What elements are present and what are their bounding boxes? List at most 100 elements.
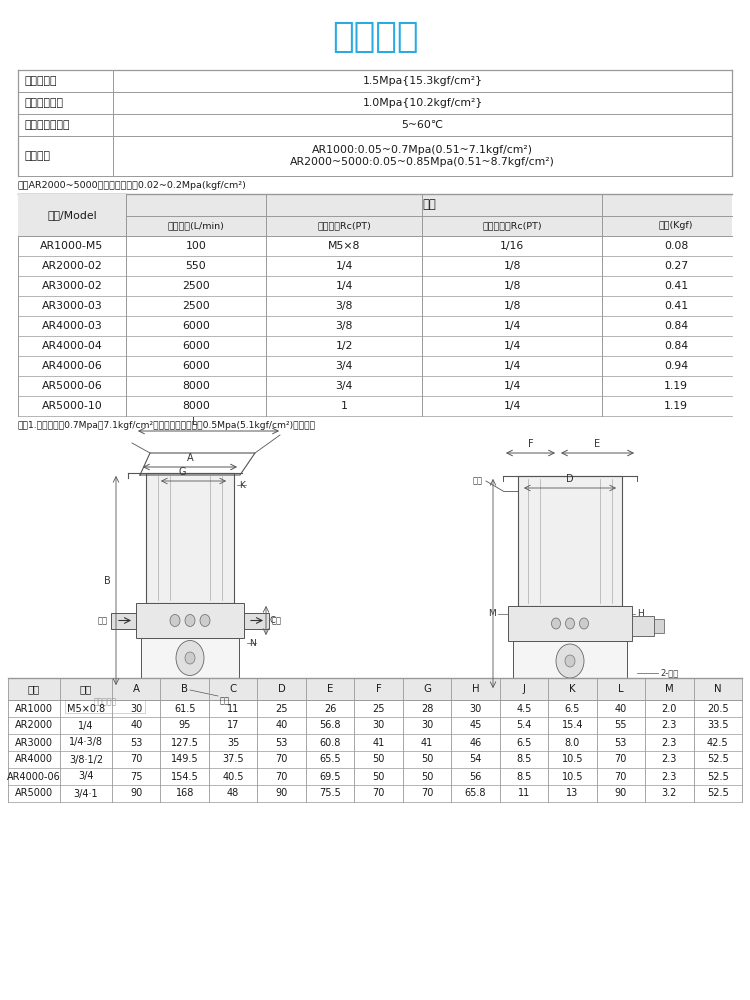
Text: L: L <box>192 417 198 427</box>
Text: 额定流量(L/min): 额定流量(L/min) <box>167 222 224 231</box>
Text: 0.08: 0.08 <box>664 241 688 251</box>
Text: AR4000-06: AR4000-06 <box>42 361 102 371</box>
Text: H: H <box>472 684 479 694</box>
Bar <box>18 92 732 114</box>
Text: 25: 25 <box>275 704 288 714</box>
Text: 1/8: 1/8 <box>503 261 520 271</box>
Text: C: C <box>230 684 237 694</box>
Text: 最高使用压力: 最高使用压力 <box>24 98 63 108</box>
Bar <box>632 616 654 636</box>
Ellipse shape <box>556 644 584 678</box>
Bar <box>146 682 234 688</box>
Text: 调压范围: 调压范围 <box>24 151 50 161</box>
Text: 70: 70 <box>275 754 288 764</box>
Text: 1: 1 <box>340 401 347 411</box>
Text: 0.41: 0.41 <box>664 301 688 311</box>
Text: 5~60℃: 5~60℃ <box>401 120 443 130</box>
Text: 56: 56 <box>470 772 482 782</box>
Text: 0.27: 0.27 <box>664 261 688 271</box>
Text: 70: 70 <box>275 772 288 782</box>
Text: 70: 70 <box>130 754 142 764</box>
Ellipse shape <box>551 618 560 629</box>
Bar <box>18 114 732 136</box>
Text: 3/8: 3/8 <box>335 321 352 331</box>
Text: 1.19: 1.19 <box>664 401 688 411</box>
Text: 3/4: 3/4 <box>78 772 94 782</box>
Text: 3/4: 3/4 <box>335 361 352 371</box>
Text: 70: 70 <box>615 772 627 782</box>
Text: AR4000: AR4000 <box>15 754 53 764</box>
Text: 3/4: 3/4 <box>335 381 352 391</box>
Bar <box>513 641 627 686</box>
Text: 95: 95 <box>178 720 191 730</box>
Bar <box>18 194 126 236</box>
Ellipse shape <box>566 618 574 629</box>
Text: 注：1.供应压力为0.7Mpa（7.1kgf/cm²），二次压力设定为0.5Mpa(5.1kgf/cm²)情况下。: 注：1.供应压力为0.7Mpa（7.1kgf/cm²），二次压力设定为0.5Mp… <box>18 421 316 430</box>
Text: 1/2: 1/2 <box>335 341 352 351</box>
Text: 70: 70 <box>615 754 627 764</box>
Text: 8000: 8000 <box>182 381 210 391</box>
Bar <box>18 136 732 176</box>
Text: 50: 50 <box>421 772 434 782</box>
Text: 127.5: 127.5 <box>171 738 199 748</box>
Text: 1/8: 1/8 <box>503 281 520 291</box>
Text: L: L <box>618 684 624 694</box>
Text: A: A <box>133 684 140 694</box>
Text: 60.8: 60.8 <box>320 738 340 748</box>
Text: 550: 550 <box>186 261 206 271</box>
Text: 1/4: 1/4 <box>503 321 520 331</box>
Text: 3/8: 3/8 <box>335 301 352 311</box>
Text: 8.5: 8.5 <box>516 754 532 764</box>
Text: 型号/Model: 型号/Model <box>47 210 97 220</box>
Text: 8.0: 8.0 <box>565 738 580 748</box>
Text: AR1000-M5: AR1000-M5 <box>40 241 104 251</box>
Text: 输出: 输出 <box>272 616 282 625</box>
Text: 20.5: 20.5 <box>707 704 728 714</box>
Text: 75: 75 <box>130 772 142 782</box>
Text: 53: 53 <box>130 738 142 748</box>
Text: 26: 26 <box>324 704 336 714</box>
Text: 6000: 6000 <box>182 341 210 351</box>
Text: 6.5: 6.5 <box>516 738 532 748</box>
Text: 50: 50 <box>421 754 434 764</box>
Bar <box>146 473 234 603</box>
Text: 40.5: 40.5 <box>223 772 244 782</box>
Text: 5.4: 5.4 <box>516 720 532 730</box>
Text: 90: 90 <box>615 788 627 798</box>
Text: 压力表口径Rc(PT): 压力表口径Rc(PT) <box>482 222 542 231</box>
Text: 规格: 规格 <box>422 198 436 212</box>
Text: D: D <box>566 474 574 484</box>
Text: 1/4: 1/4 <box>335 281 352 291</box>
Text: 17: 17 <box>227 720 239 730</box>
Text: AR3000: AR3000 <box>15 738 53 748</box>
Text: 1/4: 1/4 <box>503 381 520 391</box>
Text: N: N <box>714 684 722 694</box>
Text: 46: 46 <box>470 738 482 748</box>
Text: A: A <box>187 453 194 463</box>
Text: 15.4: 15.4 <box>562 720 584 730</box>
Text: 25: 25 <box>372 704 385 714</box>
Bar <box>8 678 742 700</box>
Text: 1/4: 1/4 <box>503 361 520 371</box>
Text: 37.5: 37.5 <box>222 754 244 764</box>
Text: 注：AR2000~5000还有调压范围：0.02~0.2Mpa(kgf/cm²): 注：AR2000~5000还有调压范围：0.02~0.2Mpa(kgf/cm²) <box>18 181 247 190</box>
Text: 154.5: 154.5 <box>171 772 199 782</box>
Text: 53: 53 <box>275 738 288 748</box>
Text: M5×0.8: M5×0.8 <box>67 704 105 714</box>
Text: 50: 50 <box>372 754 385 764</box>
Text: 2-口径: 2-口径 <box>660 668 678 678</box>
Text: 41: 41 <box>421 738 433 748</box>
Text: N: N <box>249 639 256 648</box>
Bar <box>111 612 136 629</box>
Text: AR4000-06: AR4000-06 <box>8 772 61 782</box>
Text: AR4000-03: AR4000-03 <box>42 321 102 331</box>
Text: F: F <box>528 439 533 449</box>
Text: 40: 40 <box>130 720 142 730</box>
Text: 40: 40 <box>615 704 627 714</box>
Text: 3.2: 3.2 <box>662 788 677 798</box>
Text: AR5000-06: AR5000-06 <box>42 381 102 391</box>
Text: 55: 55 <box>614 720 627 730</box>
Text: 输入: 输入 <box>98 616 108 625</box>
Text: K: K <box>239 481 244 489</box>
Text: 1/4: 1/4 <box>335 261 352 271</box>
